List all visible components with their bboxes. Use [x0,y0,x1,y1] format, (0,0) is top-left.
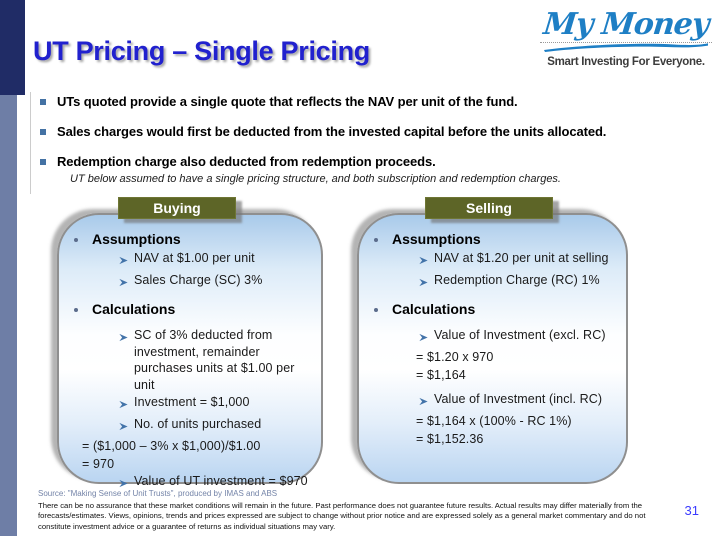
selling-panel: Assumptions NAV at $1.20 per unit at sel… [357,213,628,484]
list-item: Investment = $1,000 [118,394,309,415]
section-heading: Calculations [74,301,309,318]
arrow-bullet-icon [418,272,434,293]
section-heading-text: Calculations [92,301,176,317]
equation-line: = $1,152.36 [416,431,484,446]
assumption-note: UT below assumed to have a single pricin… [70,173,561,185]
disclaimer-text: There can be no assurance that these mar… [38,501,646,531]
arrow-bullet-icon [118,327,134,393]
bullet-list: UTs quoted provide a single quote that r… [40,95,688,185]
section-items: NAV at $1.00 per unit Sales Charge (SC) … [72,250,309,293]
equation-line: = $1,164 [416,367,466,382]
list-item: NAV at $1.00 per unit [118,250,309,271]
bullet-text: Sales charges would first be deducted fr… [57,124,607,139]
list-item: Value of Investment (incl. RC) [418,391,614,412]
section-items: Value of Investment (excl. RC) = $1.20 x… [372,327,614,447]
equation-line: = $1,164 x (100% - RC 1%) [416,414,572,428]
arrow-bullet-icon [418,391,434,412]
arrow-bullet-icon [418,327,434,348]
section-items: SC of 3% deducted from investment, remai… [72,327,309,494]
item-text: Sales Charge (SC) 3% [134,273,263,287]
section-heading-text: Calculations [392,301,476,317]
equation-line: = 970 [82,456,115,471]
equation-line: = $1.20 x 970 [416,350,494,364]
square-bullet-icon [40,129,46,135]
arrow-bullet-icon [418,250,434,271]
list-item: NAV at $1.20 per unit at selling [418,250,614,271]
item-text: Value of Investment (excl. RC) [434,328,606,342]
logo: My Money Smart Investing For Everyone. [540,7,712,68]
section-heading-text: Assumptions [92,231,181,247]
arrow-bullet-icon [118,416,134,437]
sidebar-slate-bar [0,95,17,536]
bullet-text: UTs quoted provide a single quote that r… [57,94,518,109]
item-text: No. of units purchased [134,417,262,431]
swoosh-icon [544,43,708,52]
section-heading: Calculations [374,301,614,318]
logo-tagline: Smart Investing For Everyone. [547,56,705,68]
section-heading: Assumptions [374,231,614,248]
arrow-bullet-icon [118,250,134,271]
arrow-bullet-icon [118,272,134,293]
list-item: Redemption Charge (RC) 1% [418,272,614,293]
item-text: Value of UT investment = $970 [134,474,308,488]
item-text: Redemption Charge (RC) 1% [434,273,600,287]
bullet-divider-line [30,92,31,194]
sidebar-navy-block [0,0,25,95]
logo-dotted-line [540,42,712,43]
list-item: Sales charges would first be deducted fr… [40,125,688,139]
buying-tab: Buying [118,197,236,219]
item-text: Value of Investment (incl. RC) [434,392,603,406]
square-bullet-icon [40,99,46,105]
list-item: Value of Investment (excl. RC) [418,327,614,348]
item-text: SC of 3% deducted from investment, remai… [134,328,295,392]
section-items: NAV at $1.20 per unit at selling Redempt… [372,250,614,293]
dot-bullet-icon [374,307,378,312]
equation-line: = ($1,000 – 3% x $1,000)/$1.00 [82,439,261,453]
page-number: 31 [684,503,699,518]
list-item: Value of UT investment = $970 [118,473,309,494]
arrow-bullet-icon [118,394,134,415]
source-citation: Source: "Making Sense of Unit Trusts", p… [38,489,278,498]
selling-tab: Selling [425,197,553,219]
dot-bullet-icon [374,237,378,242]
dot-bullet-icon [74,237,78,242]
item-text: NAV at $1.00 per unit [134,251,255,265]
item-text: NAV at $1.20 per unit at selling [434,251,609,265]
list-item: SC of 3% deducted from investment, remai… [118,327,309,393]
item-text: Investment = $1,000 [134,395,250,409]
logo-wordmark: My Money [541,7,711,42]
arrow-bullet-icon [118,473,134,494]
section-heading: Assumptions [74,231,309,248]
bullet-text: Redemption charge also deducted from red… [57,154,436,169]
list-item: Redemption charge also deducted from red… [40,155,688,169]
list-item: UTs quoted provide a single quote that r… [40,95,688,109]
dot-bullet-icon [74,307,78,312]
list-item: No. of units purchased [118,416,309,437]
list-item: Sales Charge (SC) 3% [118,272,309,293]
page-title: UT Pricing – Single Pricing [33,36,370,66]
section-heading-text: Assumptions [392,231,481,247]
buying-panel: Assumptions NAV at $1.00 per unit Sales … [57,213,323,488]
square-bullet-icon [40,159,46,165]
